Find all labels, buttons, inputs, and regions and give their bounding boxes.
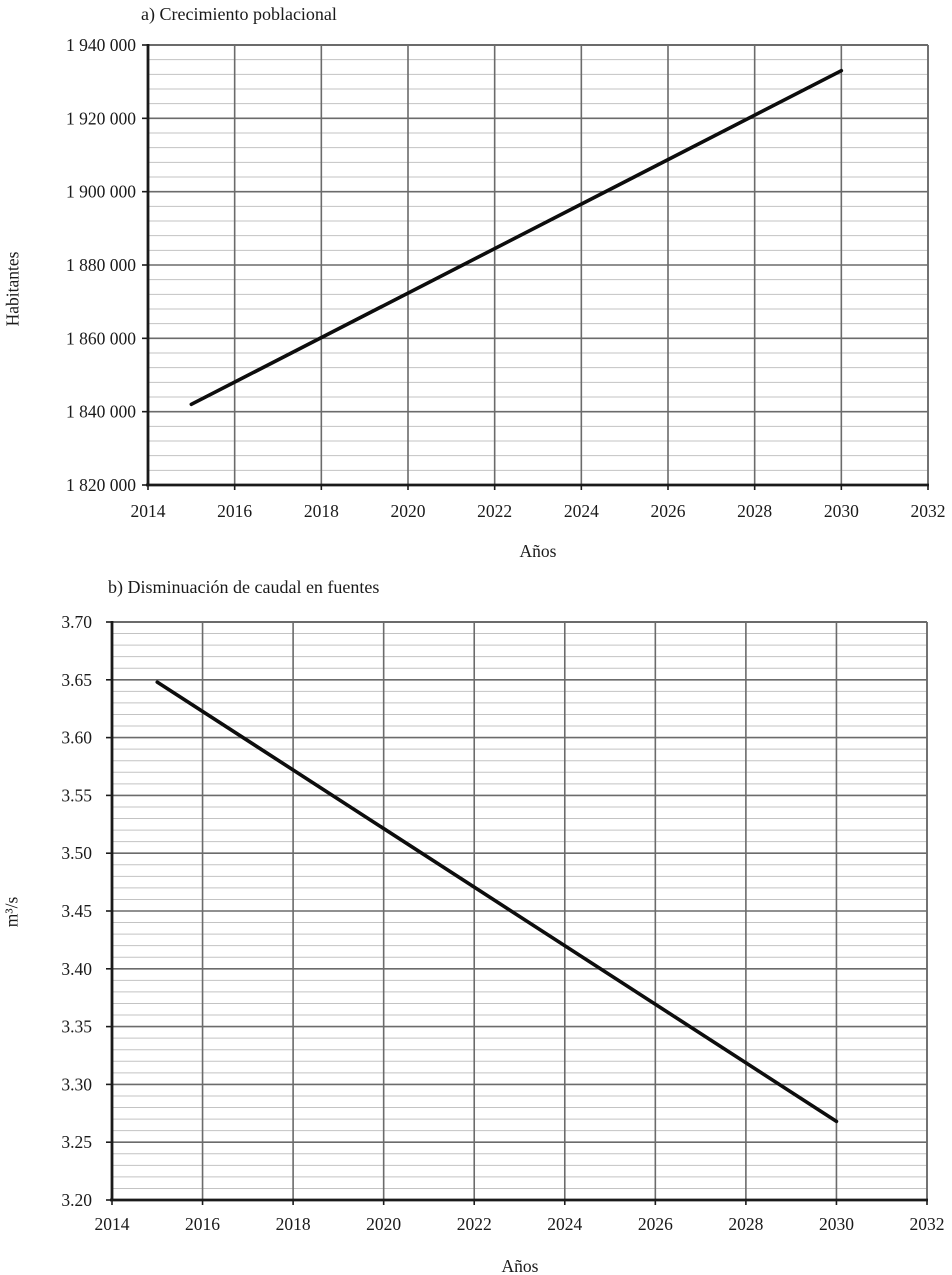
x-tick-label: 2032 [910,1214,945,1234]
y-tick-label: 1 840 000 [66,402,136,422]
tick-marks [106,621,928,1205]
data-line [155,680,839,1124]
major-gridlines [112,622,927,1200]
y-tick-labels: 1 940 000 1 920 000 1 900 000 1 880 000 1 86… [66,35,136,495]
y-tick-label: 1 940 000 [66,35,136,55]
y-tick-label: 3.20 [61,1190,92,1210]
y-tick-label: 1 900 000 [66,182,136,202]
y-tick-label: 3.50 [61,843,92,863]
y-tick-label: 3.70 [61,612,92,632]
data-line [189,68,844,407]
y-tick-label: 3.45 [61,901,92,921]
x-tick-label: 2030 [819,1214,854,1234]
x-tick-label: 2024 [547,1214,582,1234]
data-series [155,680,839,1124]
major-gridlines [148,45,928,485]
chart-a-title: a) Crecimiento poblacional [141,4,337,24]
x-tick-label: 2014 [131,501,166,521]
x-tick-labels: 2014 2016 2018 2020 2022 2024 2026 2028 2030 2032 [131,501,946,521]
x-tick-labels: 2014 2016 2018 2020 2022 2024 2026 2028 2030 2032 [95,1214,945,1234]
y-tick-label: 3.65 [61,670,92,690]
x-tick-label: 2018 [276,1214,311,1234]
data-series [189,68,844,407]
x-tick-label: 2014 [95,1214,130,1234]
chart-b-x-axis-label: Años [501,1256,539,1275]
y-tick-label: 1 820 000 [66,475,136,495]
x-tick-label: 2024 [564,501,599,521]
x-tick-label: 2030 [824,501,859,521]
y-tick-label: 3.30 [61,1074,92,1094]
y-tick-labels: 3.70 3.65 3.60 3.55 3.50 3.45 3.40 3.35 3.30 3.25… [61,612,92,1210]
y-tick-label: 1 880 000 [66,255,136,275]
plot-border [148,44,929,485]
x-tick-label: 2026 [651,501,686,521]
y-tick-label: 1 920 000 [66,108,136,128]
minor-gridlines [148,59,928,471]
x-tick-label: 2018 [304,501,339,521]
tick-marks [142,44,929,490]
x-tick-label: 2028 [728,1214,763,1234]
x-tick-label: 2028 [737,501,772,521]
flow-decrease-chart: 3.70 3.65 3.60 3.55 3.50 3.45 3.40 3.35 3.30 3.25… [61,612,945,1234]
x-tick-label: 2032 [911,501,946,521]
x-tick-label: 2020 [366,1214,401,1234]
x-tick-label: 2016 [185,1214,220,1234]
chart-a-x-axis-label: Años [519,541,557,561]
plot-border [112,621,928,1200]
x-tick-label: 2016 [217,501,252,521]
x-tick-label: 2020 [391,501,426,521]
y-tick-label: 3.25 [61,1132,92,1152]
x-tick-label: 2026 [638,1214,673,1234]
x-tick-label: 2022 [457,1214,492,1234]
y-tick-label: 3.35 [61,1017,92,1037]
y-tick-label: 3.60 [61,728,92,748]
x-tick-label: 2022 [477,501,512,521]
y-tick-label: 3.55 [61,785,92,805]
chart-b-title: b) Disminuación de caudal en fuentes [108,577,380,597]
minor-gridlines [112,633,927,1189]
population-growth-chart: 1 940 000 1 920 000 1 900 000 1 880 000 1 86… [66,35,946,521]
y-tick-label: 3.40 [61,959,92,979]
y-tick-label: 1 860 000 [66,328,136,348]
